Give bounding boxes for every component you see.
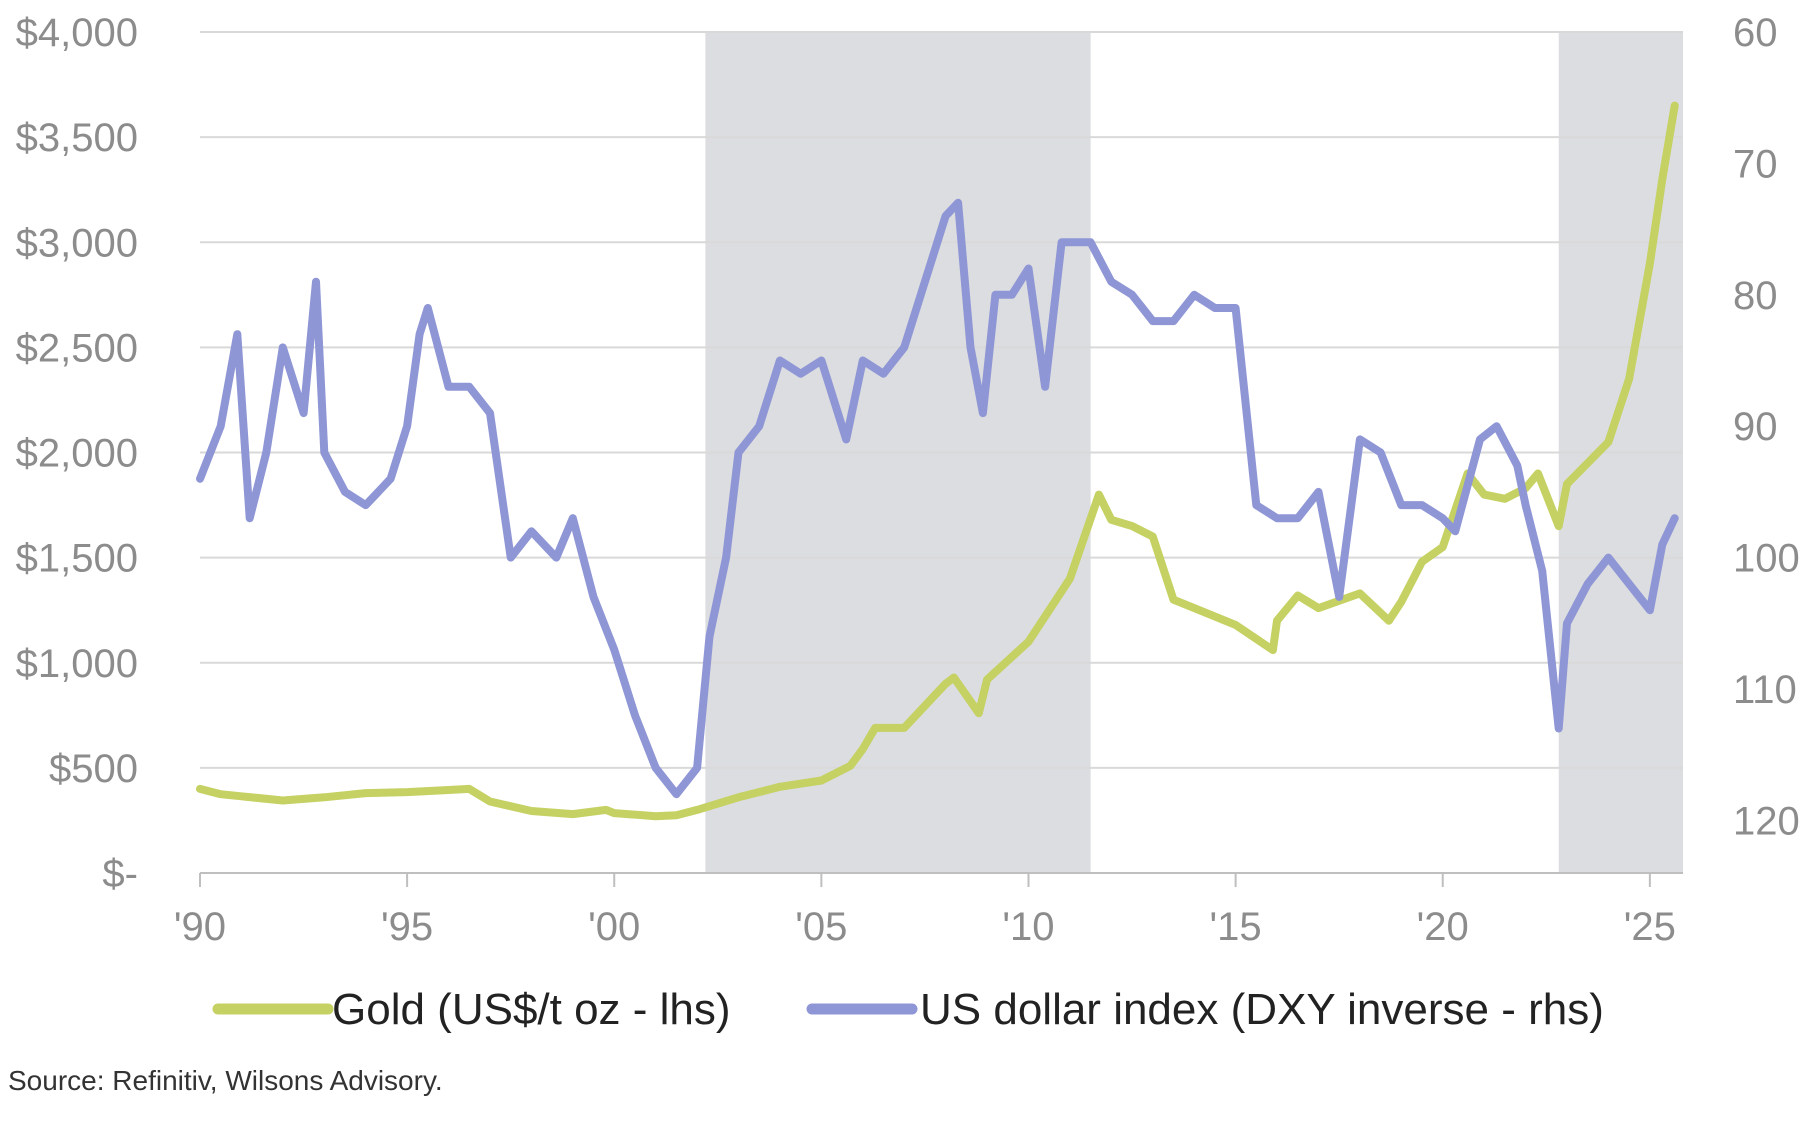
series-line-gold [196, 101, 1679, 821]
left-tick-label: $500 [49, 747, 138, 791]
x-tick-label: '15 [1210, 905, 1262, 949]
left-tick-label: $3,000 [16, 221, 138, 265]
legend: Gold (US$/t oz - lhs) US dollar index (D… [212, 985, 1604, 1034]
x-tick-label: '00 [588, 905, 640, 949]
gridlines [200, 31, 1683, 769]
right-tick-label: 120 [1733, 799, 1800, 843]
x-tick-label: '25 [1624, 905, 1676, 949]
right-tick-label: 80 [1733, 274, 1778, 318]
series-line-dxy [196, 198, 1679, 799]
series-lines [196, 101, 1679, 821]
right-axis-ticks: 60 70 80 90 100 110 120 [1733, 11, 1800, 843]
left-tick-label: $1,000 [16, 642, 138, 686]
x-tick-label: '95 [381, 905, 433, 949]
left-tick-label: $2,000 [16, 432, 138, 476]
right-tick-label: 60 [1733, 11, 1778, 55]
left-tick-label: $4,000 [16, 11, 138, 55]
right-tick-label: 100 [1733, 537, 1800, 581]
left-tick-label: $2,500 [16, 326, 138, 370]
left-tick-label: $3,500 [16, 116, 138, 160]
x-tick-label: '20 [1417, 905, 1469, 949]
left-axis-ticks: $- $500 $1,000 $1,500 $2,000 $2,500 $3,000 $3,5… [16, 11, 138, 896]
right-tick-label: 70 [1733, 142, 1778, 186]
x-tick-label: '10 [1002, 905, 1054, 949]
legend-dxy-label: US dollar index (DXY inverse - rhs) [920, 985, 1604, 1034]
source-note: Source: Refinitiv, Wilsons Advisory. [8, 1065, 443, 1096]
x-tick-label: '90 [174, 905, 226, 949]
left-tick-label: $- [102, 852, 138, 896]
x-axis-ticks: '90 '95 '00 '05 '10 '15 '20 '25 [174, 873, 1676, 949]
right-tick-label: 110 [1733, 668, 1797, 712]
right-tick-label: 90 [1733, 405, 1778, 449]
legend-gold-label: Gold (US$/t oz - lhs) [332, 985, 731, 1034]
x-tick-label: '05 [795, 905, 847, 949]
left-tick-label: $1,500 [16, 537, 138, 581]
